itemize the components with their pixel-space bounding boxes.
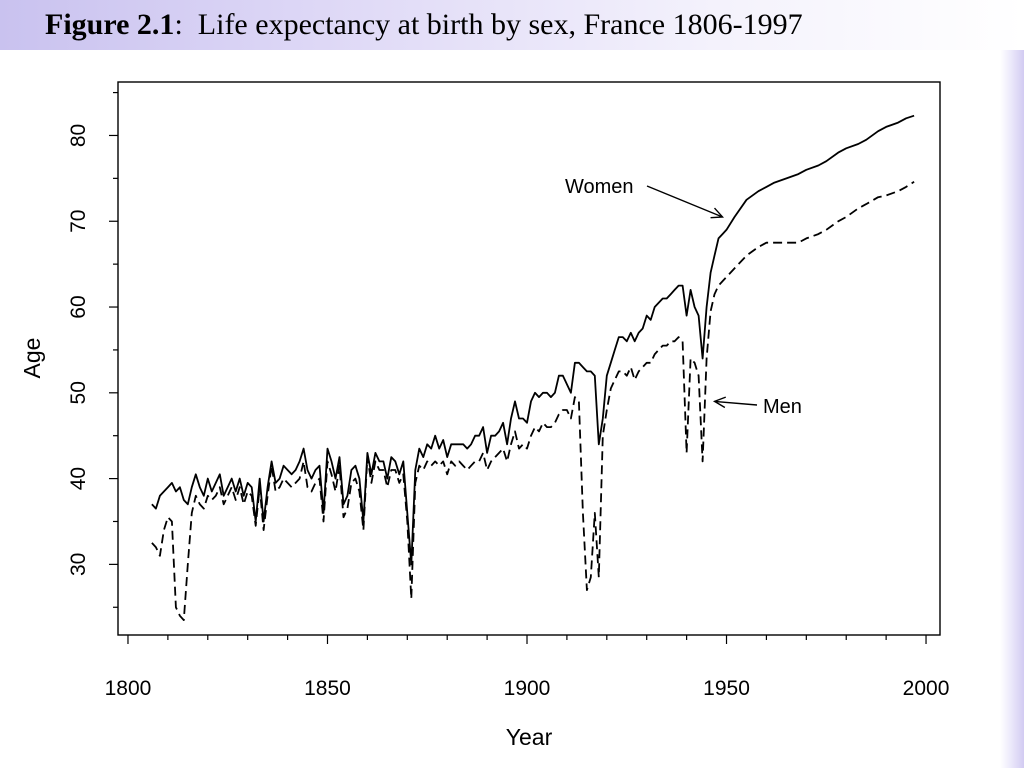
annotation-arrow-women bbox=[646, 185, 723, 218]
x-tick-label: 2000 bbox=[903, 677, 950, 700]
plot-frame bbox=[117, 81, 941, 636]
annotation-arrow-men bbox=[714, 400, 758, 406]
figure-ref: Figure 2.1 bbox=[45, 8, 175, 41]
x-tick-label: 1800 bbox=[105, 677, 152, 700]
axis-ticks: 1800 1850 1900 1950 2000 30 40 50 60 70 80 bbox=[67, 91, 950, 700]
y-tick-label: 60 bbox=[67, 295, 90, 318]
annotation-label-women: Women bbox=[565, 176, 634, 198]
series-women-line bbox=[151, 114, 915, 566]
title-separator: : bbox=[174, 8, 183, 41]
x-axis-label: Year bbox=[506, 724, 553, 750]
y-tick-label: 50 bbox=[67, 381, 90, 404]
x-tick-label: 1850 bbox=[304, 677, 351, 700]
title-banner bbox=[0, 0, 1024, 50]
annotations: Women Men bbox=[565, 176, 802, 418]
y-tick-label: 70 bbox=[67, 210, 90, 233]
annotation-arrowhead-women bbox=[710, 207, 725, 219]
y-tick-label: 80 bbox=[67, 124, 90, 147]
annotation-label-men: Men bbox=[763, 396, 802, 418]
y-axis-label: Age bbox=[19, 338, 45, 379]
annotation-arrowhead-men bbox=[712, 396, 727, 409]
x-tick-label: 1900 bbox=[504, 677, 551, 700]
figure-caption: Life expectancy at birth by sex, France … bbox=[197, 8, 803, 41]
y-tick-label: 30 bbox=[67, 553, 90, 576]
series-men-line bbox=[151, 181, 915, 621]
series-lines bbox=[151, 114, 915, 621]
y-tick-label: 40 bbox=[67, 467, 90, 490]
figure-title: Figure 2.1: Life expectancy at birth by … bbox=[45, 8, 803, 42]
x-tick-label: 1950 bbox=[703, 677, 750, 700]
decorative-side-strip bbox=[1000, 50, 1024, 768]
